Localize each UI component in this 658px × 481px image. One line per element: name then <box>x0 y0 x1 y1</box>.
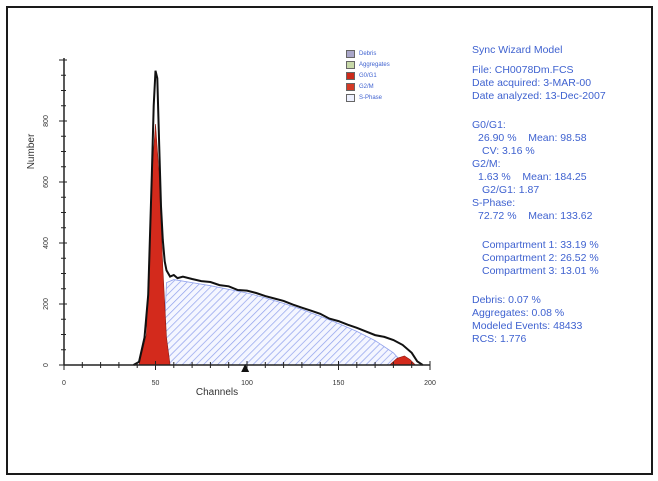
y-tick-label: 200 <box>43 298 50 310</box>
legend-item-g0g1: G0/G1 <box>346 70 441 81</box>
legend-item-aggregates: Aggregates <box>346 59 441 70</box>
x-tick-label: 200 <box>424 380 436 387</box>
legend-label-g2m: G2/M <box>359 83 374 90</box>
y-tick-label: 800 <box>43 115 50 127</box>
report-s-header: S-Phase: <box>472 197 516 209</box>
report-g0g1-cv: CV: 3.16 % <box>482 145 535 157</box>
legend-swatch-s-phase <box>346 93 355 102</box>
report-g2m-stats: 1.63 % Mean: 184.25 <box>472 171 650 184</box>
legend-label-aggregates: Aggregates <box>359 61 390 68</box>
legend-item-debris: Debris <box>346 48 441 59</box>
legend-swatch-g0g1 <box>346 71 355 80</box>
report-s-mean: Mean: 133.62 <box>528 210 593 222</box>
legend-item-g2m: G2/M <box>346 81 441 92</box>
report-rcs: RCS: 1.776 <box>472 333 527 345</box>
series-s-phase-area <box>162 279 406 366</box>
y-tick-label: 400 <box>43 237 50 249</box>
legend-label-debris: Debris <box>359 50 377 57</box>
x-tick-label: 0 <box>62 380 66 387</box>
y-tick-label: 600 <box>43 176 50 188</box>
y-tick-label: 0 <box>43 363 50 367</box>
report-s-pct: 72.72 % <box>478 210 517 222</box>
report-title: Sync Wizard Model <box>472 44 563 56</box>
report-compartment-3: Compartment 3: 13.01 % <box>482 265 599 277</box>
report-date-analyzed: Date analyzed: 13-Dec-2007 <box>472 90 606 102</box>
x-tick-label: 100 <box>241 380 253 387</box>
report-g0g1-pct: 26.90 % <box>478 132 517 144</box>
chart-panel: 0 50 100 150 200 0 200 400 600 800 Channels Number … <box>6 6 653 475</box>
y-axis-title: Number <box>26 133 37 169</box>
report-aggregates: Aggregates: 0.08 % <box>472 307 565 319</box>
histogram-plot: 0 50 100 150 200 0 200 400 600 800 Channels Number <box>26 58 436 398</box>
legend-label-g0g1: G0/G1 <box>359 72 377 79</box>
legend-label-s-phase: S-Phase <box>359 94 383 101</box>
report-date-acquired: Date acquired: 3-MAR-00 <box>472 77 592 89</box>
x-tick-label: 50 <box>152 380 160 387</box>
x-axis-title: Channels <box>196 387 238 398</box>
report-file: File: CH0078Dm.FCS <box>472 64 574 76</box>
chart-legend: Debris Aggregates G0/G1 G2/M S-Phase <box>346 48 441 103</box>
report-s-stats: 72.72 % Mean: 133.62 <box>472 210 650 223</box>
report-g2m-ratio: G2/G1: 1.87 <box>482 184 540 196</box>
report-modeled-events: Modeled Events: 48433 <box>472 320 583 332</box>
report-g0g1-mean: Mean: 98.58 <box>528 132 587 144</box>
legend-swatch-debris <box>346 49 355 58</box>
x-tick-label: 150 <box>333 380 345 387</box>
report-g2m-header: G2/M: <box>472 158 501 170</box>
legend-swatch-g2m <box>346 82 355 91</box>
legend-swatch-aggregates <box>346 60 355 69</box>
report-compartment-2: Compartment 2: 26.52 % <box>482 252 599 264</box>
report-compartment-1: Compartment 1: 33.19 % <box>482 239 599 251</box>
series-histogram-line <box>133 70 424 366</box>
series-g0g1-area <box>138 123 171 366</box>
legend-item-s-phase: S-Phase <box>346 92 441 103</box>
report-g2m-pct: 1.63 % <box>478 171 511 183</box>
peak-marker-triangle-icon <box>241 364 250 372</box>
report-g0g1-header: G0/G1: <box>472 119 506 131</box>
report-g2m-mean: Mean: 184.25 <box>522 171 587 183</box>
report-debris: Debris: 0.07 % <box>472 294 541 306</box>
analysis-report: Sync Wizard Model File: CH0078Dm.FCS Dat… <box>472 44 650 346</box>
report-g0g1-stats: 26.90 % Mean: 98.58 <box>472 132 650 145</box>
